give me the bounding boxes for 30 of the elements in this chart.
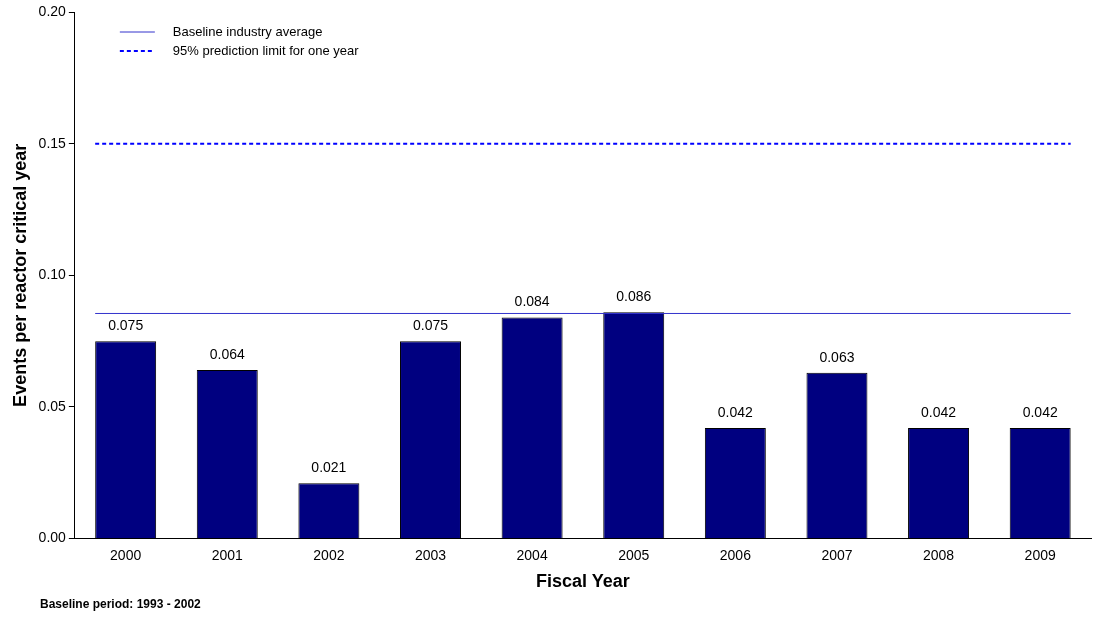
x-tick-label: 2005 [618, 546, 650, 563]
legend-label: Baseline industry average [172, 23, 323, 39]
data-label: 0.042 [1022, 403, 1058, 420]
data-label: 0.075 [108, 316, 144, 333]
y-tick-label: 0.20 [38, 2, 67, 19]
data-label: 0.021 [311, 459, 347, 476]
text: Baseline period: 1993 - 2002 [40, 597, 201, 611]
y-tick-label: 0.00 [38, 529, 67, 546]
data-label: 0.086 [616, 288, 652, 305]
x-tick-label: 2008 [923, 546, 955, 563]
data-label: 0.042 [717, 403, 754, 420]
x-tick-label: 2002 [313, 546, 345, 563]
x-tick-label: 2003 [414, 546, 447, 563]
y-tick-label: 0.10 [38, 266, 67, 283]
x-tick-label: 2001 [211, 546, 244, 563]
y-axis-title: Events per reactor critical year [9, 143, 30, 407]
x-tick-label: 2007 [821, 546, 853, 563]
x-tick-label: 2009 [1024, 546, 1056, 563]
x-tick-label: 2000 [110, 546, 142, 563]
data-label: 0.063 [819, 348, 855, 365]
data-label: 0.064 [209, 345, 245, 362]
y-tick-label: 0.15 [38, 134, 67, 151]
legend-label: 95% prediction limit for one year [172, 42, 360, 58]
x-tick-label: 2004 [516, 546, 548, 563]
y-tick-label: 0.05 [38, 397, 67, 414]
data-label: 0.042 [921, 403, 957, 420]
x-axis-title: Fiscal Year [536, 571, 630, 592]
data-label: 0.075 [412, 316, 449, 333]
data-label: 0.084 [514, 293, 550, 310]
x-tick-label: 2006 [719, 546, 752, 563]
